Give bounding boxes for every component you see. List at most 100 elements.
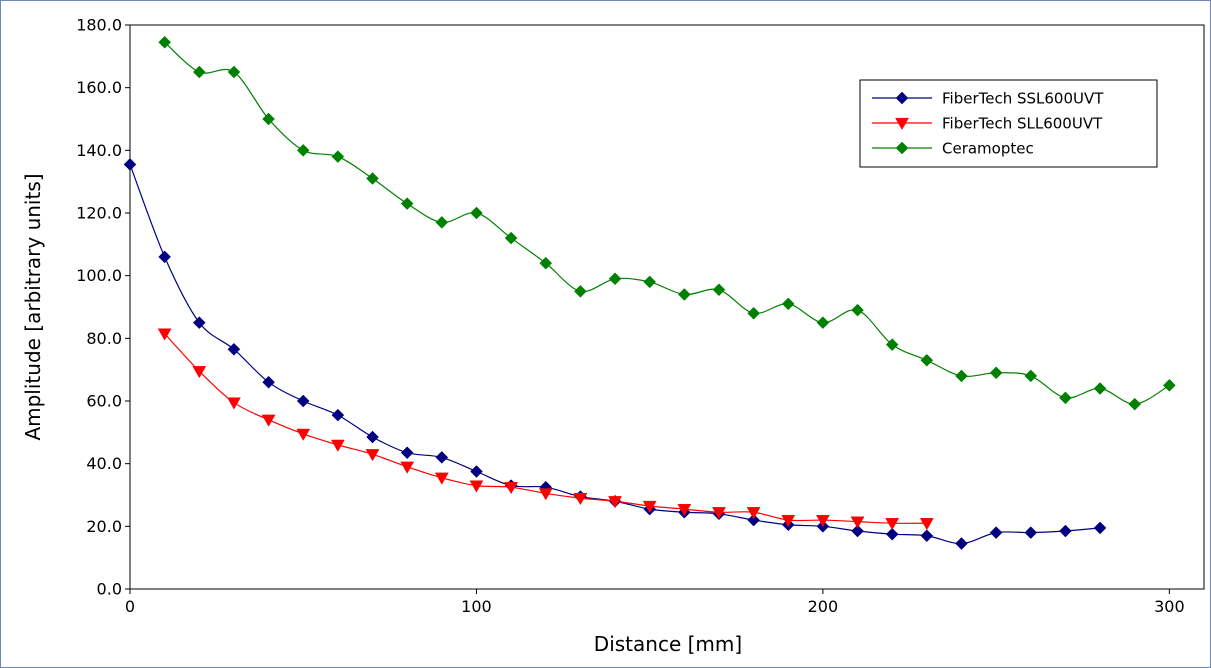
data-point xyxy=(816,316,830,330)
data-point xyxy=(885,338,899,351)
data-point xyxy=(1128,397,1142,411)
x-tick-label: 200 xyxy=(808,597,839,616)
data-point xyxy=(261,414,276,427)
data-point xyxy=(1024,369,1038,383)
data-point xyxy=(227,397,241,410)
data-point xyxy=(192,65,206,79)
legend-label: FiberTech SLL600UVT xyxy=(942,115,1103,133)
data-point xyxy=(781,297,795,311)
data-point xyxy=(123,158,137,171)
data-point xyxy=(366,430,379,444)
legend-marker xyxy=(895,141,909,155)
data-point xyxy=(851,524,864,538)
data-point xyxy=(157,328,172,341)
data-point xyxy=(262,375,275,389)
data-point xyxy=(1163,378,1176,392)
data-point xyxy=(885,518,900,531)
x-tick-label: 300 xyxy=(1154,597,1185,616)
data-point xyxy=(955,537,968,550)
legend-item: FiberTech SSL600UVT xyxy=(872,90,1104,108)
data-point xyxy=(642,500,657,513)
data-point xyxy=(435,216,449,229)
series-ceramoptec xyxy=(158,35,1176,411)
data-point xyxy=(365,449,380,462)
data-point xyxy=(1059,391,1072,405)
data-point xyxy=(608,496,622,509)
data-point xyxy=(192,366,207,379)
data-point xyxy=(296,428,311,441)
legend-item: FiberTech SLL600UVT xyxy=(872,115,1103,133)
legend-label: Ceramoptec xyxy=(942,140,1034,158)
y-tick-label: 180.0 xyxy=(76,16,122,35)
data-point xyxy=(504,482,519,495)
data-point xyxy=(850,516,865,529)
data-point xyxy=(434,472,449,485)
data-point xyxy=(331,408,345,422)
y-tick-label: 20.0 xyxy=(86,517,122,536)
data-point xyxy=(920,529,934,543)
x-tick-label: 100 xyxy=(461,597,492,616)
series-fibertech-sll600uvt xyxy=(157,328,934,531)
data-point xyxy=(400,197,414,210)
data-point xyxy=(262,112,275,126)
data-point xyxy=(435,451,449,464)
data-point xyxy=(851,303,864,317)
data-point xyxy=(747,306,760,320)
data-point xyxy=(470,465,483,478)
legend-label: FiberTech SSL600UVT xyxy=(942,90,1104,108)
data-point xyxy=(158,35,171,49)
legend-item: Ceramoptec xyxy=(872,140,1034,158)
data-point xyxy=(746,507,761,520)
data-point xyxy=(504,231,518,245)
y-tick-label: 120.0 xyxy=(76,204,122,223)
data-point xyxy=(815,514,830,528)
data-point xyxy=(1024,526,1038,539)
y-tick-label: 160.0 xyxy=(76,78,122,97)
y-tick-label: 60.0 xyxy=(86,392,122,411)
data-point xyxy=(781,514,796,528)
data-point xyxy=(158,250,171,264)
y-tick-label: 40.0 xyxy=(86,454,122,473)
data-point xyxy=(574,284,587,298)
data-point xyxy=(538,488,553,501)
data-point xyxy=(539,256,553,270)
data-point xyxy=(400,446,414,460)
y-axis-title: Amplitude [arbitrary units] xyxy=(21,173,45,440)
data-point xyxy=(677,288,691,301)
data-point xyxy=(1093,521,1107,535)
x-axis-title: Distance [mm] xyxy=(594,632,742,656)
data-point xyxy=(1093,382,1107,395)
data-point xyxy=(192,316,206,330)
y-tick-label: 80.0 xyxy=(86,329,122,348)
legend-marker xyxy=(895,117,909,131)
data-point xyxy=(608,272,622,286)
data-point xyxy=(366,172,379,185)
data-point xyxy=(296,143,310,157)
data-point xyxy=(331,150,345,163)
data-point xyxy=(919,518,934,531)
y-tick-label: 100.0 xyxy=(76,266,122,285)
data-point xyxy=(712,507,726,520)
data-point xyxy=(712,283,726,297)
data-point xyxy=(400,461,415,474)
data-point xyxy=(470,206,483,220)
data-point xyxy=(955,369,968,383)
data-point xyxy=(296,394,310,408)
data-point xyxy=(747,513,760,527)
x-tick-label: 0 xyxy=(125,597,135,616)
data-point xyxy=(573,493,588,506)
data-point xyxy=(643,275,657,289)
legend-marker xyxy=(895,91,909,105)
data-point xyxy=(469,480,484,493)
data-point xyxy=(885,527,899,541)
data-point xyxy=(677,503,692,517)
data-point xyxy=(989,526,1003,539)
y-tick-label: 140.0 xyxy=(76,141,122,160)
y-tick-label: 0.0 xyxy=(97,580,122,599)
data-point xyxy=(920,353,934,367)
data-point xyxy=(1059,524,1072,538)
data-point xyxy=(330,439,345,452)
data-point xyxy=(227,342,241,356)
data-point xyxy=(989,366,1003,380)
